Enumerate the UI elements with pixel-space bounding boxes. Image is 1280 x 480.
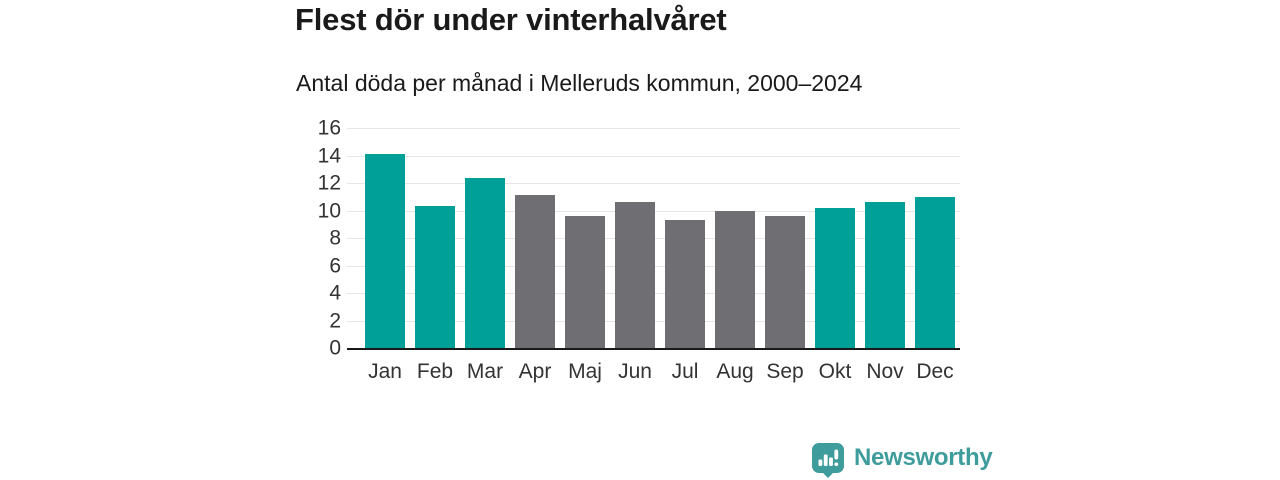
gridline-14: [347, 155, 960, 157]
chart-subtitle: Antal döda per månad i Melleruds kommun,…: [296, 70, 863, 96]
x-tick-label-feb: Feb: [416, 360, 454, 383]
x-axis: Jan Feb Mar Apr Maj Jun Jul Aug Sep Okt Nov Dec: [347, 358, 960, 388]
x-tick-label-mar: Mar: [466, 360, 504, 383]
bar-aug: [715, 210, 755, 348]
y-tick-label-12: 12: [317, 171, 341, 195]
bar-maj: [565, 216, 605, 348]
x-tick-label-jan: Jan: [368, 360, 402, 383]
x-tick-label-nov: Nov: [866, 360, 904, 383]
y-tick-label-14: 14: [317, 144, 341, 167]
y-tick-label-0: 0: [329, 336, 341, 360]
bar-apr: [515, 195, 555, 348]
bar-feb: [415, 206, 455, 348]
y-tick-label-8: 8: [329, 226, 341, 250]
newsworthy-logo-icon: [812, 443, 844, 478]
bar-okt: [815, 207, 855, 348]
newsworthy-logo: Newsworthy: [812, 443, 993, 478]
x-tick-label-dec: Dec: [916, 360, 954, 383]
gridline-16: [347, 128, 960, 129]
bar-sep: [765, 216, 805, 348]
x-tick-label-aug: Aug: [716, 360, 754, 383]
y-tick-label-16: 16: [317, 116, 341, 140]
bar-jan: [365, 154, 405, 348]
page-title: Flest dör under vinterhalvåret: [295, 2, 727, 37]
y-axis: 0 2 4 6 8 10 12 14 16: [281, 118, 341, 359]
plot-area: [347, 128, 960, 350]
y-tick-label-6: 6: [329, 254, 341, 277]
bar-mar: [465, 177, 505, 348]
y-tick-label-4: 4: [329, 281, 341, 305]
gridline-12: [347, 183, 960, 184]
x-tick-label-okt: Okt: [818, 360, 852, 383]
bar-jun: [615, 202, 655, 348]
x-tick-label-apr: Apr: [518, 360, 552, 383]
x-tick-label-sep: Sep: [766, 360, 804, 383]
x-tick-label-jul: Jul: [671, 360, 699, 383]
bar-nov: [865, 202, 905, 348]
newsworthy-logo-text: Newsworthy: [854, 443, 993, 471]
bar-jul: [665, 220, 705, 348]
x-tick-label-jun: Jun: [618, 360, 652, 383]
bar-dec: [915, 196, 955, 348]
y-tick-label-2: 2: [329, 309, 341, 332]
x-tick-label-maj: Maj: [568, 360, 602, 383]
y-tick-label-10: 10: [317, 199, 341, 222]
